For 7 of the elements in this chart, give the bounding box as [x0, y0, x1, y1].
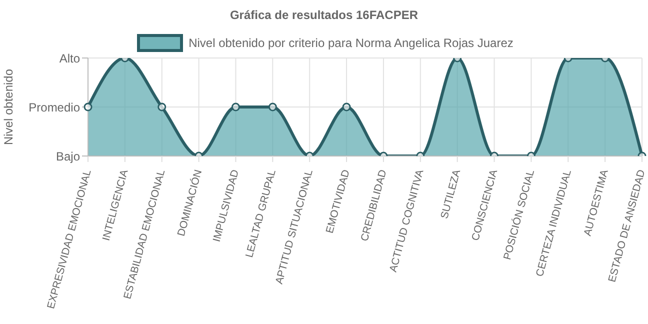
legend-label: Nivel obtenido por criterio para Norma Angelica Rojas Juarez [188, 35, 514, 52]
text: Alto [59, 51, 80, 66]
text: Bajo [56, 149, 80, 164]
y-axis-title: Nivel obtenido [1, 68, 16, 146]
text: Promedio [28, 100, 80, 114]
x-tick-label: LEALTAD GRUPAL [243, 168, 278, 259]
chart-title: Gráfica de resultados 16FACPER [228, 7, 420, 24]
